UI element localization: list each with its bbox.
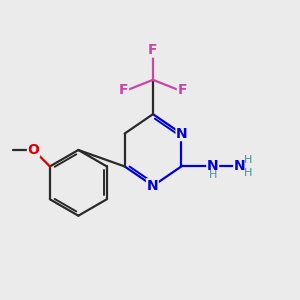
Text: N: N	[234, 159, 245, 173]
Text: H: H	[244, 168, 252, 178]
Text: H: H	[244, 155, 252, 165]
Text: F: F	[119, 83, 128, 97]
Text: F: F	[178, 83, 187, 97]
Text: F: F	[148, 43, 158, 57]
Text: N: N	[147, 179, 158, 193]
Text: N: N	[207, 159, 218, 173]
Text: N: N	[176, 127, 188, 141]
Text: O: O	[28, 143, 39, 157]
Text: H: H	[208, 170, 217, 180]
